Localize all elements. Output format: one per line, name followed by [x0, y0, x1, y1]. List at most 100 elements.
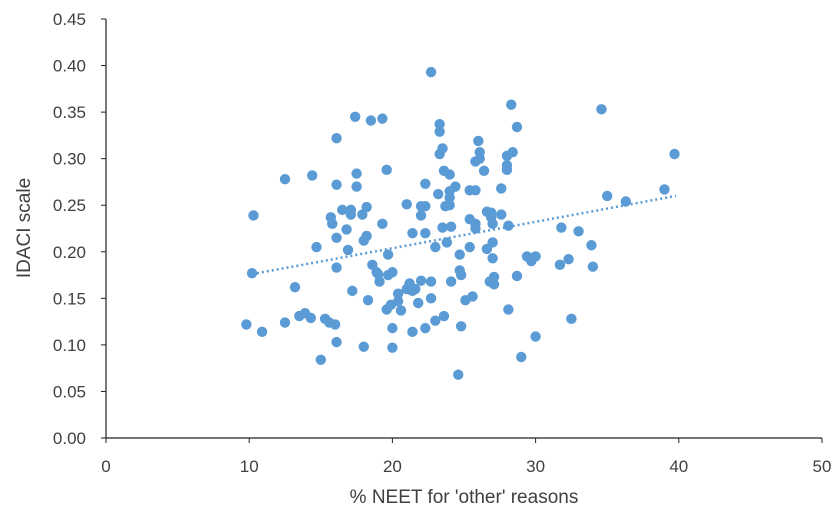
data-point [410, 283, 421, 295]
data-point [256, 326, 268, 338]
y-tick-label: 0.10 [53, 336, 86, 355]
data-point [434, 119, 445, 130]
x-tick-label: 0 [101, 457, 110, 476]
data-point [496, 209, 507, 220]
data-point [342, 244, 354, 256]
data-point [331, 336, 342, 348]
data-point [365, 115, 377, 126]
data-point [241, 319, 252, 330]
data-point [501, 164, 513, 176]
data-point [349, 111, 361, 122]
data-point [387, 322, 398, 334]
data-point [392, 288, 404, 299]
data-point [454, 249, 465, 260]
data-point [473, 135, 484, 147]
data-point [507, 146, 518, 158]
data-point [620, 196, 632, 207]
data-point [487, 218, 498, 230]
data-point [362, 294, 374, 306]
data-point [450, 181, 461, 192]
data-point [248, 210, 259, 221]
data-point [587, 261, 599, 272]
data-point [437, 222, 448, 233]
data-point [566, 313, 577, 325]
y-tick-label: 0.15 [53, 289, 86, 308]
data-point [361, 201, 372, 213]
data-point [311, 241, 322, 253]
data-point [387, 267, 398, 278]
data-point [407, 227, 418, 239]
data-point [488, 271, 500, 283]
data-point [331, 232, 342, 244]
data-point [327, 218, 338, 230]
x-tick-label: 10 [240, 457, 259, 476]
data-point [279, 173, 291, 185]
data-point [438, 310, 450, 322]
data-point [345, 209, 357, 220]
data-point [496, 183, 507, 194]
data-point [374, 276, 385, 287]
data-point [455, 269, 467, 281]
y-tick-label: 0.25 [53, 196, 86, 215]
data-point [347, 285, 358, 297]
data-point [289, 281, 301, 293]
y-tick-label: 0.45 [53, 10, 86, 29]
data-point [516, 351, 527, 363]
x-tick-label: 40 [669, 457, 688, 476]
data-point [377, 113, 388, 124]
data-point [573, 226, 584, 237]
data-point [331, 179, 342, 190]
data-point [554, 259, 566, 271]
data-point [563, 254, 574, 265]
x-tick-label: 50 [813, 457, 832, 476]
data-point [511, 270, 523, 282]
data-point [453, 369, 464, 380]
trendline [251, 194, 677, 276]
data-point [488, 279, 500, 290]
data-point [279, 317, 291, 328]
x-axis-title: % NEET for 'other' reasons [350, 487, 579, 508]
data-point [425, 276, 437, 287]
data-point [444, 200, 455, 211]
data-point [387, 342, 398, 353]
data-point [441, 237, 453, 248]
data-point [420, 200, 431, 212]
data-point [478, 165, 490, 176]
data-point [425, 66, 437, 78]
data-point [358, 341, 369, 352]
data-point [470, 223, 481, 234]
data-point [395, 305, 407, 316]
data-point [412, 297, 424, 309]
data-point [445, 221, 457, 232]
data-point [392, 295, 404, 307]
data-point [430, 315, 441, 326]
data-point [503, 304, 514, 315]
data-point [470, 185, 481, 196]
data-point [381, 164, 392, 176]
data-point [511, 121, 523, 133]
data-point [420, 227, 431, 239]
data-point [602, 190, 613, 202]
data-point [246, 267, 258, 279]
data-point [341, 224, 352, 235]
data-point [425, 293, 437, 304]
data-point [430, 241, 441, 253]
data-points [241, 66, 680, 380]
data-point [586, 240, 597, 251]
data-point [474, 146, 485, 158]
data-point [377, 218, 388, 230]
axes [105, 19, 822, 439]
y-tick-label: 0.35 [53, 103, 86, 122]
data-point [351, 181, 362, 192]
data-point [401, 199, 412, 210]
data-point [420, 322, 431, 334]
x-tick-label: 30 [526, 457, 545, 476]
data-point [415, 275, 427, 286]
data-point [487, 253, 498, 264]
data-point [669, 148, 680, 160]
data-point [315, 354, 326, 365]
data-point [596, 104, 607, 115]
data-point [415, 210, 427, 221]
x-tick-label: 20 [383, 457, 402, 476]
